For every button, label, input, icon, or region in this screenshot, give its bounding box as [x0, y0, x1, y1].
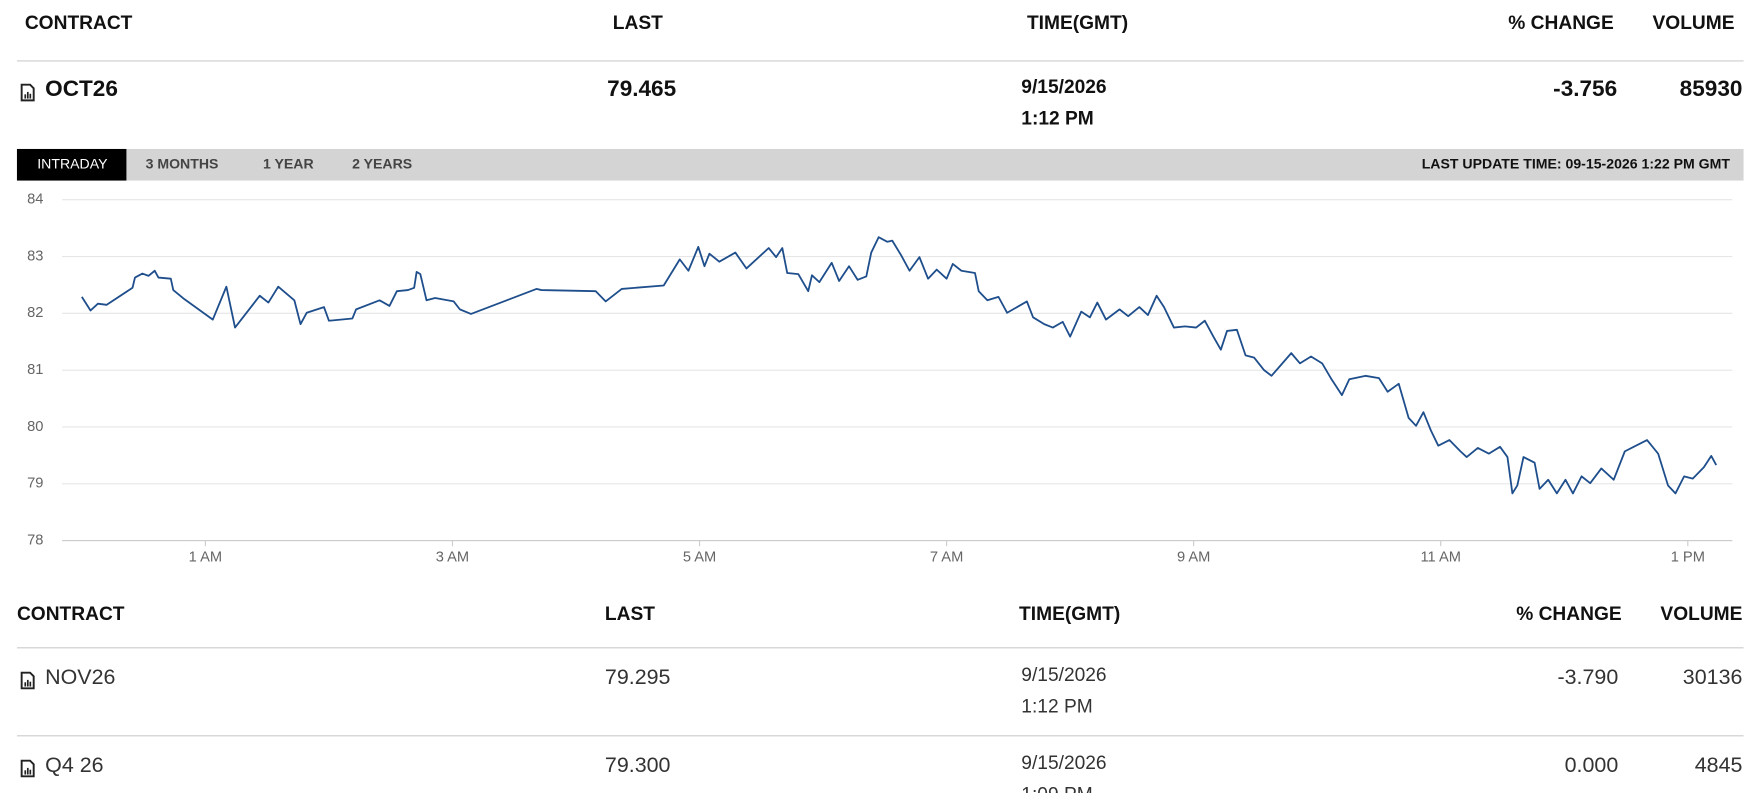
date: 9/15/2026	[1021, 77, 1106, 98]
column-header: VOLUME	[1660, 604, 1742, 625]
tab-bar	[16, 148, 1744, 181]
change: 0.000	[1565, 753, 1619, 777]
column-header: CONTRACT	[25, 13, 133, 34]
change: -3.756	[1553, 76, 1617, 101]
x-tick-label: 7 AM	[930, 549, 963, 565]
x-tick-label: 3 AM	[436, 549, 469, 565]
tab[interactable]: 3 MONTHS	[146, 155, 219, 171]
column-header: CONTRACT	[17, 604, 125, 625]
contract[interactable]: OCT26	[45, 76, 118, 101]
y-tick-label: 78	[27, 532, 43, 548]
column-header: LAST	[605, 604, 655, 625]
y-tick-label: 80	[27, 419, 43, 435]
column-header: % CHANGE	[1516, 604, 1622, 625]
change: -3.790	[1558, 665, 1619, 689]
x-tick-label: 5 AM	[683, 549, 716, 565]
time: 1:12 PM	[1021, 109, 1093, 130]
y-tick-label: 82	[27, 305, 43, 321]
doc-icon	[20, 83, 35, 102]
tab[interactable]: 2 YEARS	[352, 155, 412, 171]
contract[interactable]: Q4 26	[45, 753, 103, 777]
last: 79.295	[605, 665, 671, 689]
active-tab-bg	[16, 148, 127, 181]
tab[interactable]: 1 YEAR	[263, 155, 314, 171]
x-tick-label: 9 AM	[1177, 549, 1210, 565]
time: 1:09 PM	[1021, 785, 1092, 793]
column-header: TIME(GMT)	[1027, 13, 1128, 34]
last: 79.300	[605, 753, 671, 777]
contract[interactable]: NOV26	[45, 665, 115, 689]
tab[interactable]: INTRADAY	[37, 155, 108, 171]
column-header: LAST	[613, 13, 663, 34]
volume: 4845	[1695, 753, 1743, 777]
date: 9/15/2026	[1021, 665, 1106, 686]
y-tick-label: 81	[27, 362, 43, 378]
column-header: TIME(GMT)	[1019, 604, 1120, 625]
x-tick-label: 1 AM	[189, 549, 222, 565]
last-update: LAST UPDATE TIME: 09-15-2026 1:22 PM GMT	[1422, 155, 1731, 171]
doc-icon	[20, 671, 35, 690]
column-header: VOLUME	[1653, 13, 1735, 34]
doc-icon	[20, 759, 35, 778]
y-tick-label: 79	[27, 476, 43, 492]
volume: 30136	[1683, 665, 1743, 689]
x-tick-label: 11 AM	[1421, 549, 1461, 565]
price-line	[81, 236, 1718, 495]
time: 1:12 PM	[1021, 697, 1092, 718]
y-tick-label: 84	[27, 192, 43, 208]
x-tick-label: 1 PM	[1671, 549, 1705, 565]
volume: 85930	[1680, 76, 1743, 101]
column-header: % CHANGE	[1508, 13, 1614, 34]
date: 9/15/2026	[1021, 753, 1106, 774]
last: 79.465	[607, 76, 676, 101]
y-tick-label: 83	[27, 248, 43, 264]
